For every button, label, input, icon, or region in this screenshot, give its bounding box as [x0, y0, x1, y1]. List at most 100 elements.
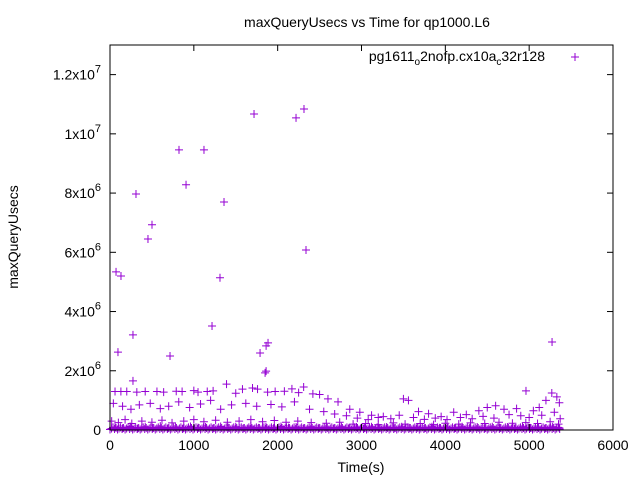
data-point	[395, 411, 404, 420]
y-tick-label: 8x106	[65, 182, 101, 201]
data-point	[334, 397, 343, 406]
data-point	[556, 414, 565, 423]
data-point	[292, 113, 301, 122]
data-point	[293, 417, 302, 426]
data-point	[305, 405, 314, 414]
data-point	[491, 401, 500, 410]
x-tick-label: 6000	[597, 437, 628, 453]
x-tick-label: 5000	[514, 437, 545, 453]
y-tick-label: 4x106	[65, 301, 101, 320]
data-point	[248, 383, 257, 392]
data-point	[118, 402, 127, 411]
data-point	[431, 414, 440, 423]
data-point	[353, 414, 362, 423]
data-point	[132, 388, 141, 397]
data-point	[215, 273, 224, 282]
data-point	[456, 413, 465, 422]
data-point	[424, 409, 433, 418]
data-point	[189, 415, 198, 424]
data-point	[290, 397, 299, 406]
data-point	[555, 425, 564, 434]
y-axis-label: maxQueryUsecs	[5, 185, 21, 288]
data-point	[521, 386, 530, 395]
data-point	[223, 418, 232, 427]
data-point	[342, 411, 351, 420]
data-point	[414, 407, 423, 416]
data-point	[468, 414, 477, 423]
data-point	[330, 410, 339, 419]
data-point	[148, 220, 157, 229]
data-point	[525, 413, 534, 422]
data-point	[550, 408, 559, 417]
data-point	[137, 417, 146, 426]
y-axis: 0 2x106 4x106 6x106 8x106 1x107 1.2x107	[53, 64, 613, 438]
data-point	[555, 398, 564, 407]
data-point	[494, 418, 503, 427]
data-point	[437, 412, 446, 421]
x-tick-label: 3000	[346, 437, 377, 453]
data-point	[258, 417, 267, 426]
x-axis: 0 1000 2000 3000 4000 5000 6000	[106, 45, 629, 453]
data-point	[174, 145, 183, 154]
data-point	[146, 399, 155, 408]
data-point	[479, 412, 488, 421]
data-point	[443, 415, 452, 424]
data-point	[282, 418, 291, 427]
data-point	[379, 412, 388, 421]
data-point	[404, 396, 413, 405]
data-point	[323, 394, 332, 403]
data-point	[128, 376, 137, 385]
data-point	[280, 387, 289, 396]
data-point	[189, 386, 198, 395]
data-point	[462, 410, 471, 419]
y-tick-label: 1.2x107	[53, 64, 101, 83]
data-point	[535, 403, 544, 412]
data-point	[529, 406, 538, 415]
data-point	[420, 415, 429, 424]
data-point	[308, 389, 317, 398]
data-point	[252, 402, 261, 411]
data-point	[157, 416, 166, 425]
data-point	[166, 351, 175, 360]
data-point	[107, 417, 116, 426]
data-point	[203, 387, 212, 396]
data-point	[505, 410, 514, 419]
data-point	[211, 416, 220, 425]
data-point	[178, 387, 187, 396]
data-point	[174, 397, 183, 406]
data-point	[361, 419, 370, 428]
data-point	[147, 418, 156, 427]
data-point	[185, 403, 194, 412]
data-point	[409, 413, 418, 422]
data-point	[355, 408, 364, 417]
data-point	[552, 392, 561, 401]
data-point	[489, 414, 498, 423]
data-point	[541, 396, 550, 405]
data-point	[116, 272, 125, 280]
data-point	[474, 406, 483, 415]
data-point	[253, 385, 262, 394]
data-point	[231, 389, 240, 398]
data-point	[194, 388, 203, 397]
data-point	[216, 405, 225, 414]
data-point	[516, 411, 525, 420]
y-tick-label: 1x107	[65, 123, 101, 142]
data-point	[537, 411, 546, 420]
data-point	[206, 396, 215, 405]
data-point	[547, 388, 556, 397]
data-point	[143, 234, 152, 243]
data-point	[500, 405, 509, 414]
data-point	[179, 417, 188, 426]
data-point	[263, 388, 272, 397]
data-point	[209, 386, 218, 395]
data-point	[208, 322, 217, 331]
data-point	[227, 400, 236, 409]
data-point	[182, 180, 191, 189]
data-point	[141, 387, 150, 396]
data-point	[241, 399, 250, 408]
data-point	[299, 104, 308, 113]
plot-frame	[109, 44, 614, 431]
data-point	[483, 403, 492, 412]
y-tick-label: 0	[93, 422, 101, 438]
